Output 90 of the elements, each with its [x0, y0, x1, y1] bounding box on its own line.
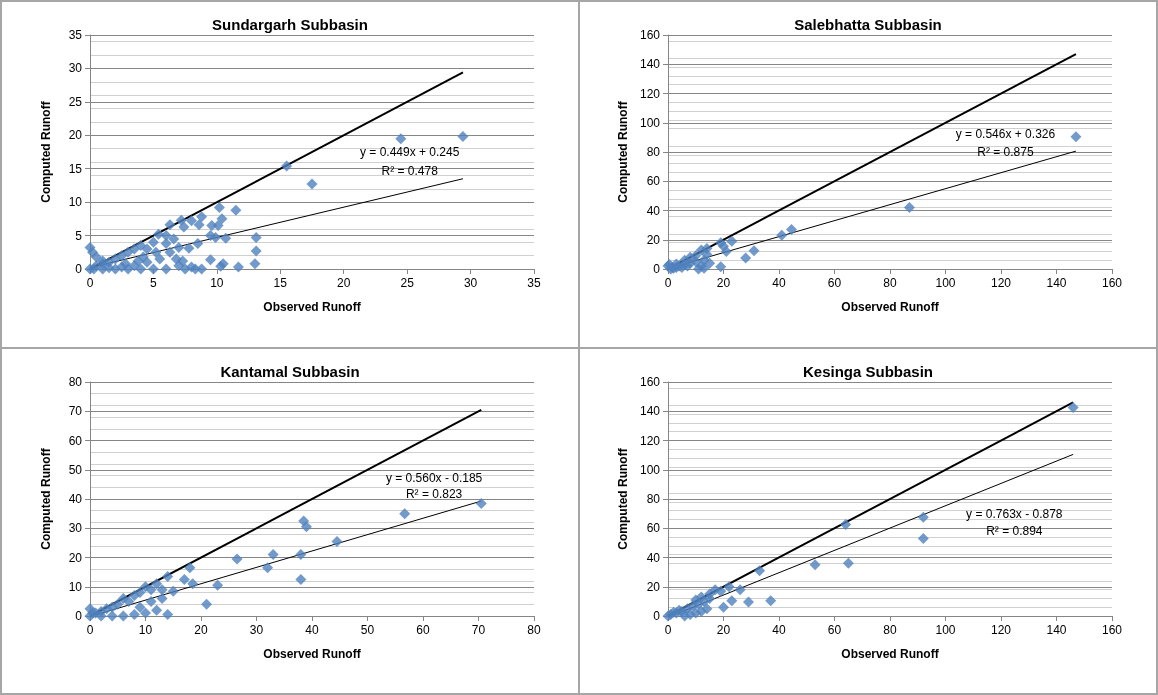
y-tick-label: 60 — [68, 433, 83, 447]
x-tick-label: 60 — [827, 276, 842, 290]
x-tick-label: 120 — [990, 276, 1012, 290]
x-tick-label: 15 — [273, 276, 288, 290]
x-tick-label: 0 — [86, 276, 94, 290]
y-tick-label: 40 — [646, 550, 661, 564]
y-tick-label: 25 — [68, 94, 83, 109]
x-tick-label: 70 — [471, 622, 486, 637]
y-tick-label: 20 — [646, 579, 661, 594]
y-tick-label: 70 — [68, 403, 83, 418]
annotation: R² = 0.478 — [381, 163, 439, 178]
y-tick-label: 120 — [639, 433, 661, 447]
annotation: y = 0.546x + 0.326 — [955, 127, 1056, 142]
annotation: R² = 0.875 — [977, 145, 1034, 159]
x-tick-label: 30 — [249, 622, 264, 637]
y-tick-label: 30 — [68, 61, 83, 76]
x-axis-title: Observed Runoff — [841, 646, 940, 661]
y-tick-label: 20 — [646, 232, 661, 247]
x-tick-label: 0 — [86, 622, 94, 637]
x-tick-label: 100 — [935, 622, 956, 637]
x-tick-label: 60 — [827, 622, 842, 637]
chart-title: Kesinga Subbasin — [802, 362, 934, 380]
y-tick-label: 40 — [646, 203, 661, 218]
x-tick-label: 20 — [716, 276, 731, 290]
annotation: y = 0.560x - 0.185 — [385, 470, 483, 485]
x-tick-label: 40 — [772, 276, 786, 290]
x-tick-label: 80 — [883, 276, 897, 290]
x-axis-title: Observed Runoff — [263, 300, 362, 314]
x-axis-title: Observed Runoff — [263, 646, 362, 661]
y-tick-label: 60 — [646, 520, 661, 535]
y-tick-label: 160 — [639, 28, 661, 42]
x-tick-label: 160 — [1101, 622, 1123, 637]
y-axis-title: Computed Runoff — [39, 100, 53, 203]
x-axis-title: Observed Runoff — [841, 300, 940, 314]
y-axis-title: Computed Runoff — [616, 100, 631, 203]
y-tick-label: 80 — [646, 491, 661, 506]
x-tick-label: 35 — [527, 276, 541, 290]
x-tick-label: 20 — [194, 622, 208, 637]
y-tick-label: 50 — [68, 462, 83, 477]
chart-title: Sundargarh Subbasin — [212, 16, 368, 33]
x-tick-label: 80 — [527, 622, 541, 637]
x-tick-label: 0 — [664, 276, 672, 290]
x-tick-label: 140 — [1046, 276, 1067, 290]
y-tick-label: 0 — [653, 608, 661, 623]
x-tick-label: 160 — [1101, 276, 1123, 290]
y-tick-label: 35 — [68, 28, 83, 42]
y-tick-label: 80 — [646, 145, 661, 159]
y-tick-label: 40 — [68, 491, 83, 506]
x-tick-label: 20 — [337, 276, 351, 290]
annotation: y = 0.763x - 0.878 — [966, 506, 1063, 521]
y-tick-label: 20 — [68, 550, 83, 564]
x-tick-label: 10 — [210, 276, 224, 290]
y-tick-label: 100 — [639, 115, 661, 130]
x-tick-label: 5 — [150, 276, 158, 290]
x-tick-label: 140 — [1046, 622, 1067, 637]
x-tick-label: 25 — [400, 276, 415, 290]
y-tick-label: 20 — [68, 128, 83, 143]
x-tick-label: 40 — [305, 622, 319, 637]
y-tick-label: 0 — [75, 608, 83, 623]
x-tick-label: 20 — [716, 622, 731, 637]
annotation: R² = 0.823 — [405, 486, 463, 501]
y-axis-title: Computed Runoff — [616, 446, 631, 550]
x-tick-label: 50 — [360, 622, 375, 637]
y-tick-label: 30 — [68, 520, 83, 535]
y-tick-label: 120 — [639, 86, 661, 101]
annotation: y = 0.449x + 0.245 — [359, 145, 460, 159]
y-tick-label: 15 — [68, 161, 83, 176]
chart-title: Kantamal Subbasin — [220, 362, 360, 380]
x-tick-label: 120 — [990, 622, 1012, 637]
y-tick-label: 0 — [653, 262, 661, 276]
y-tick-label: 140 — [639, 57, 661, 72]
x-tick-label: 0 — [664, 622, 672, 637]
y-tick-label: 80 — [68, 374, 83, 389]
chart-title: Salebhatta Subbasin — [794, 16, 942, 33]
x-tick-label: 10 — [138, 622, 153, 637]
x-tick-label: 100 — [935, 276, 956, 290]
x-tick-label: 30 — [463, 276, 478, 290]
y-tick-label: 5 — [75, 228, 83, 243]
y-axis-title: Computed Runoff — [39, 446, 53, 550]
y-tick-label: 100 — [639, 462, 661, 477]
y-tick-label: 0 — [75, 262, 83, 276]
x-tick-label: 80 — [883, 622, 897, 637]
annotation: R² = 0.894 — [986, 523, 1043, 538]
y-tick-label: 10 — [68, 579, 83, 594]
y-tick-label: 160 — [639, 374, 661, 389]
x-tick-label: 40 — [772, 622, 786, 637]
y-tick-label: 10 — [68, 195, 83, 210]
y-tick-label: 60 — [646, 174, 661, 189]
x-tick-label: 60 — [416, 622, 430, 637]
y-tick-label: 140 — [639, 403, 661, 418]
